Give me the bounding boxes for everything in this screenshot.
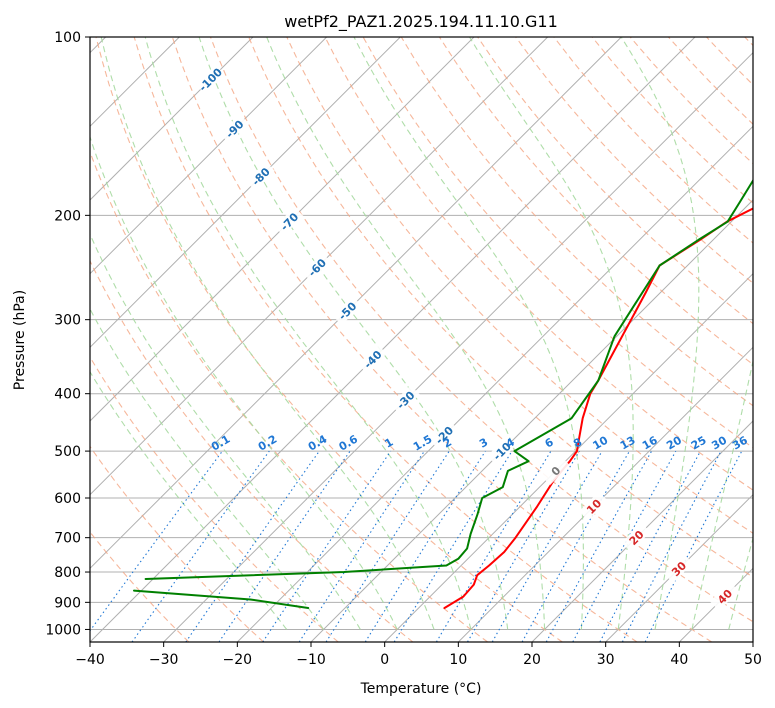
x-tick-label: 20 <box>523 652 541 668</box>
isotherm-line <box>90 37 549 496</box>
y-tick-label: 500 <box>54 444 81 460</box>
isotherm-line <box>90 37 401 349</box>
x-tick-label: −40 <box>75 652 105 668</box>
isotherm-line <box>90 37 475 422</box>
x-tick-label: −30 <box>149 652 179 668</box>
isotherm-line <box>752 641 753 642</box>
mixing-ratio-line <box>393 450 513 642</box>
plot-area: -100-90-80-70-60-50-40-30-20-10010203040… <box>90 37 753 642</box>
x-tick-label: −10 <box>296 652 326 668</box>
isotherm-label-bg <box>579 491 609 521</box>
dry-adiabat <box>95 37 563 642</box>
isotherm-label-bg <box>302 252 332 282</box>
moist-adiabat <box>266 37 546 630</box>
mixing-ratio-line <box>599 450 701 642</box>
x-tick-label: −20 <box>223 652 253 668</box>
isotherm-line <box>163 51 753 642</box>
y-axis-title: Pressure (hPa) <box>12 290 28 390</box>
dry-adiabat <box>209 37 753 623</box>
plot-background <box>90 37 753 642</box>
moist-adiabat <box>90 135 398 630</box>
moist-adiabat <box>90 232 361 630</box>
isotherm-line <box>90 37 622 570</box>
x-tick-label: 30 <box>597 652 615 668</box>
isotherm-label-bg <box>245 161 275 191</box>
y-tick-label: 800 <box>54 565 81 581</box>
dewpoint-profile <box>133 178 753 609</box>
moist-adiabat <box>90 370 288 630</box>
y-tick-label: 600 <box>54 491 81 507</box>
isotherm-line <box>605 493 753 642</box>
dry-adiabat <box>515 37 753 284</box>
mixing-ratio-line <box>572 450 677 642</box>
moist-adiabat <box>728 536 753 630</box>
isotherm-line <box>236 125 753 642</box>
y-tick-label: 400 <box>54 387 81 403</box>
moist-adiabat <box>100 37 435 630</box>
mixing-ratio-line <box>185 450 320 642</box>
y-tick-label: 1000 <box>45 622 81 638</box>
mixing-ratio-line <box>325 450 450 642</box>
isotherm-line <box>384 272 753 642</box>
isotherm-label-bg <box>664 553 694 583</box>
mixing-ratio-line <box>262 450 392 642</box>
isotherm-label-bg <box>429 420 459 450</box>
mixing-ratio-line <box>218 450 351 642</box>
moist-adiabat <box>90 307 325 630</box>
isotherm-label-bg <box>540 456 570 486</box>
x-tick-label: 0 <box>380 652 389 668</box>
dry-adiabat <box>286 37 753 534</box>
mixing-ratio-line <box>298 450 425 642</box>
y-tick-label: 700 <box>54 531 81 547</box>
isotherm-label-bg <box>357 344 387 374</box>
moist-adiabat <box>198 37 509 630</box>
x-tick-label: 10 <box>449 652 467 668</box>
dry-adiabat <box>133 37 638 642</box>
dry-adiabat <box>248 37 753 578</box>
x-tick-label: 50 <box>744 652 762 668</box>
mixing-ratio-line <box>435 450 552 642</box>
isotherm-label-bg <box>709 581 739 611</box>
chart-title: wetPf2_PAZ1.2025.194.11.10.G11 <box>284 12 558 32</box>
moist-adiabat <box>620 37 700 630</box>
moist-adiabat <box>691 358 753 630</box>
isotherm-line <box>90 37 254 201</box>
y-tick-label: 900 <box>54 595 81 611</box>
y-tick-label: 200 <box>54 208 81 224</box>
moist-adiabat <box>469 37 634 630</box>
dry-adiabat <box>90 445 264 642</box>
isotherm-line <box>457 346 753 642</box>
isotherm-label-bg <box>621 522 651 552</box>
isotherm-label-bg <box>274 206 304 236</box>
moist-adiabat <box>353 37 584 630</box>
isotherm-label-bg <box>487 436 517 466</box>
plot-frame <box>89 36 754 643</box>
isotherm-label-bg <box>219 114 249 144</box>
axes: −40 −30 −20 −10 0 10 20 30 40 50 100 200 300 400 500 60… <box>45 30 762 668</box>
isotherm-label-bg <box>390 385 420 415</box>
dry-adiabat <box>90 259 414 642</box>
dry-adiabat <box>171 37 712 642</box>
isotherm-line <box>90 37 696 642</box>
isotherm-label-bg <box>332 296 362 326</box>
y-tick-label: 100 <box>54 30 81 46</box>
dry-adiabat <box>324 37 753 491</box>
x-axis-title: Temperature (°C) <box>360 681 482 697</box>
x-tick-label: 40 <box>670 652 688 668</box>
mixing-ratio-line <box>364 450 486 642</box>
isotherm-label-bg <box>195 64 225 94</box>
mixing-ratio-line <box>467 450 580 642</box>
moist-adiabat <box>144 37 472 630</box>
y-tick-label: 300 <box>54 313 81 329</box>
